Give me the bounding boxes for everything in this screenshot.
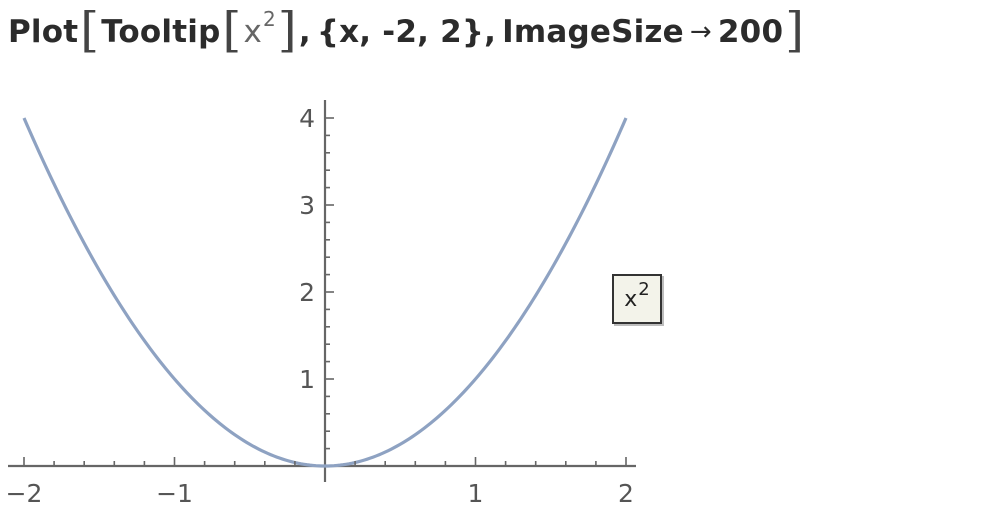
close-bracket: ] — [785, 2, 805, 58]
series-line-x-squared[interactable] — [22, 117, 628, 468]
tooltip-function: Tooltip — [101, 14, 221, 50]
rule-arrow: → — [689, 17, 712, 47]
comma: , — [298, 14, 311, 50]
x-tick-label: 1 — [468, 479, 484, 508]
x-tick-label: −2 — [6, 479, 43, 508]
argument-exponent: 2 — [262, 7, 276, 31]
tooltip-base: x — [624, 286, 638, 312]
x-tick-label: 2 — [618, 479, 634, 508]
y-tick-label: 4 — [299, 104, 315, 133]
plot-function: Plot — [8, 14, 79, 50]
y-tick-label: 3 — [299, 191, 315, 220]
argument-base: x — [243, 14, 262, 50]
y-tick-label: 2 — [299, 278, 315, 307]
tick-layer: −2 −1 1 2 1 2 3 4 — [6, 104, 634, 508]
open-bracket: [ — [80, 2, 100, 58]
x-tick-label: −1 — [156, 479, 193, 508]
open-bracket-inner: [ — [222, 2, 242, 58]
option-name: ImageSize — [502, 14, 684, 50]
y-tick-label: 1 — [299, 365, 315, 394]
plot-axes — [8, 100, 636, 482]
plot-output[interactable]: −2 −1 1 2 1 2 3 4 — [0, 90, 999, 511]
tooltip-exponent: 2 — [638, 278, 650, 300]
range-spec: {x, -2, 2} — [316, 14, 485, 50]
option-value: 200 — [717, 14, 784, 50]
comma: , — [484, 14, 497, 50]
close-bracket-inner: ] — [277, 2, 297, 58]
plot-curve-layer — [22, 117, 628, 468]
